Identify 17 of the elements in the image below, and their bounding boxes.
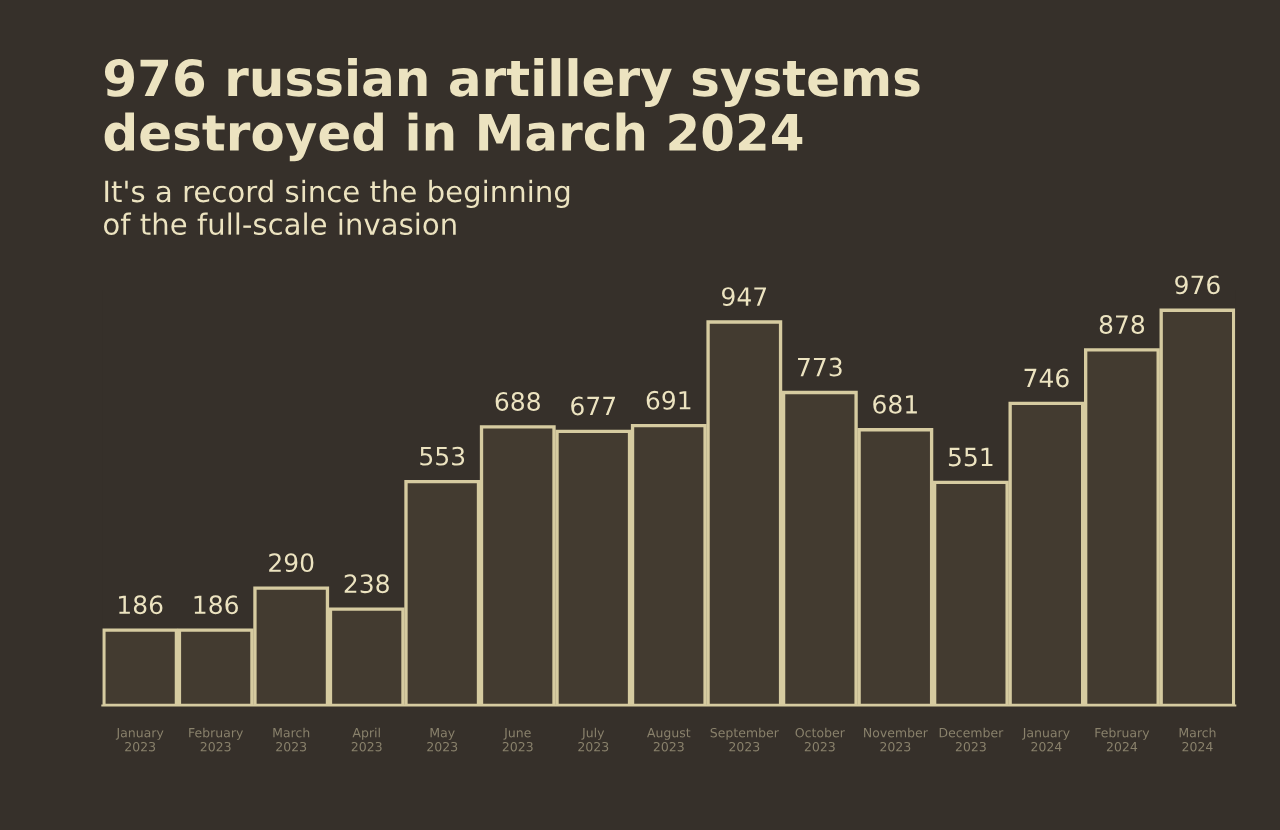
data-label: 290 <box>269 553 314 573</box>
data-label: 238 <box>344 574 389 594</box>
data-label: 976 <box>1175 275 1220 295</box>
data-label: 553 <box>420 446 465 466</box>
chart-subtitle: It's a record since the beginning of the full-scale invasion <box>104 179 570 236</box>
data-label: 551 <box>948 447 993 467</box>
data-label: 688 <box>495 392 540 411</box>
chart-title: 976 russian artillery systems destroyed in March 2024 <box>104 58 920 162</box>
data-label: 186 <box>194 595 238 615</box>
data-label: 746 <box>1024 368 1069 388</box>
data-label: 681 <box>873 394 917 414</box>
data-label: 186 <box>119 595 163 615</box>
data-label: 691 <box>646 390 691 410</box>
data-label: 677 <box>571 396 615 416</box>
data-label: 773 <box>798 357 842 377</box>
data-label: 878 <box>1099 315 1145 334</box>
data-label: 947 <box>722 287 767 307</box>
